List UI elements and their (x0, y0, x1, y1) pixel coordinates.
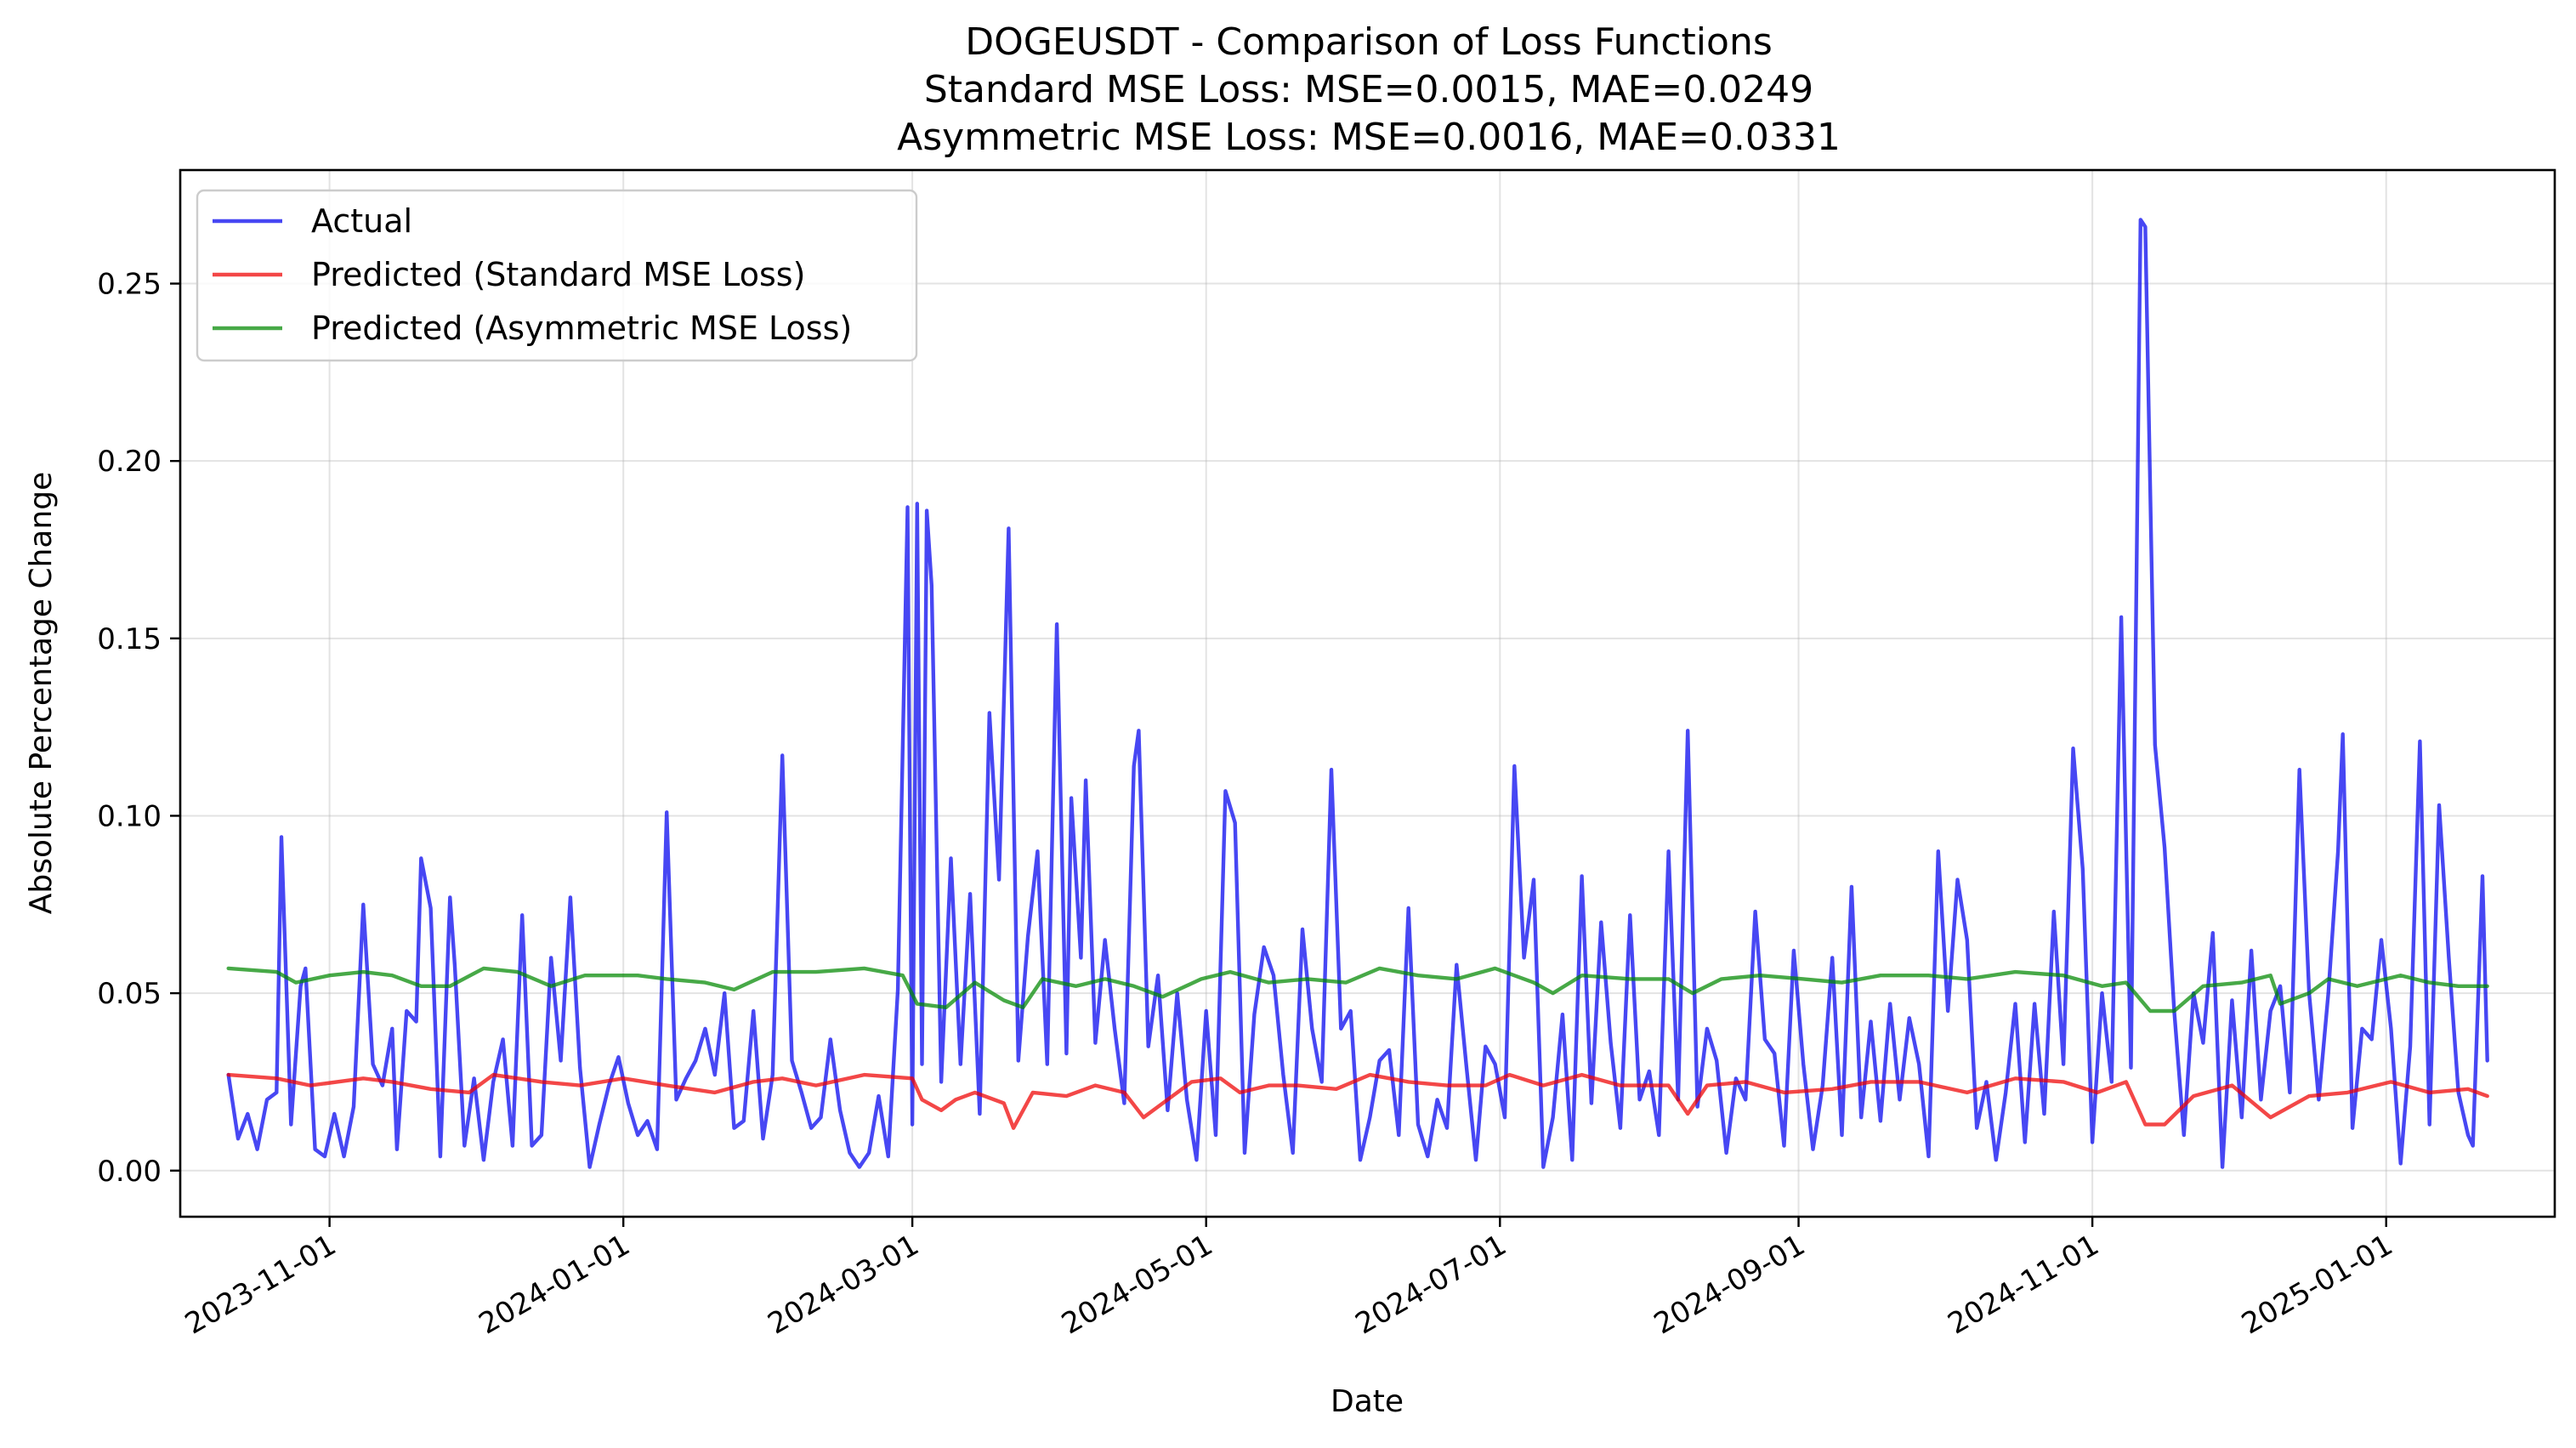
y-axis-title: Absolute Percentage Change (24, 472, 59, 915)
series-line-predicted-standard-mse-loss (226, 1072, 2489, 1130)
series-line-predicted-asymmetric-mse-loss (226, 966, 2489, 1014)
chart-subtitle-asymmetric: Asymmetric MSE Loss: MSE=0.0016, MAE=0.0… (897, 116, 1841, 159)
y-tick-label: 0.15 (97, 622, 162, 656)
legend-label-actual: Actual (311, 202, 412, 240)
y-tick-label: 0.20 (97, 445, 162, 479)
x-axis-title: Date (1331, 1384, 1404, 1419)
legend-label-asymmetric: Predicted (Asymmetric MSE Loss) (311, 309, 852, 347)
y-tick-label: 0.10 (97, 799, 162, 833)
series-lines (226, 218, 2489, 1169)
chart-title: DOGEUSDT - Comparison of Loss Functions (965, 20, 1773, 64)
chart-subtitle-standard: Standard MSE Loss: MSE=0.0015, MAE=0.024… (924, 68, 1813, 111)
legend-box (196, 189, 918, 362)
y-tick-label: 0.05 (97, 977, 162, 1011)
series-line-actual (226, 218, 2489, 1169)
y-tick-label: 0.25 (97, 268, 162, 302)
legend-label-standard: Predicted (Standard MSE Loss) (311, 256, 805, 293)
y-tick-label: 0.00 (97, 1155, 162, 1189)
y-axis: 0.00 0.05 0.10 0.15 0.20 0.25 (97, 268, 180, 1189)
axes-frame (179, 168, 2556, 1218)
legend: Actual Predicted (Standard MSE Loss) Pre… (196, 189, 918, 362)
